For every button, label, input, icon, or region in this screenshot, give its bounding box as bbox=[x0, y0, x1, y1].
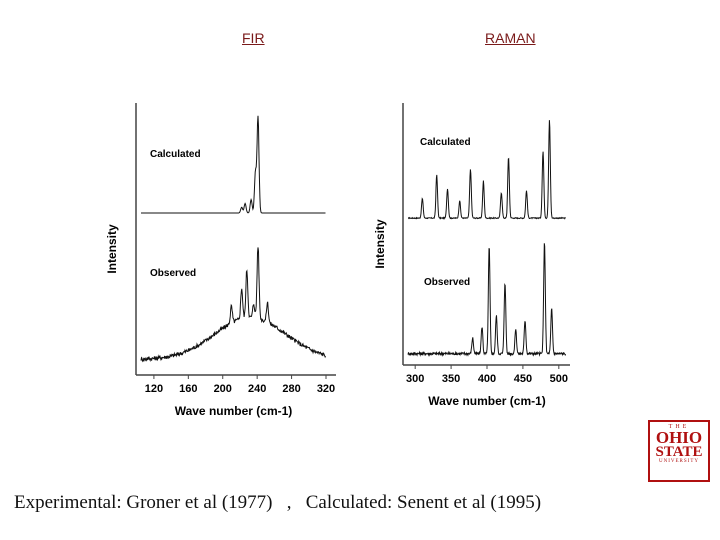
raman-chart: Intensity 300 350 400 450 500 Wave number (cm-… bbox=[370, 95, 570, 430]
series-label-calculated: Calculated bbox=[420, 137, 471, 148]
logo-line-4: UNIVERSITY bbox=[659, 459, 699, 464]
series-line-observed bbox=[140, 247, 326, 363]
fir-header: FIR bbox=[242, 30, 265, 46]
x-tick-label: 160 bbox=[179, 383, 197, 395]
series-label-observed: Observed bbox=[424, 277, 470, 288]
series-label-calculated: Calculated bbox=[150, 149, 201, 160]
x-tick-label: 400 bbox=[478, 373, 496, 385]
x-tick-label: 450 bbox=[514, 373, 532, 385]
logo-line-2: OHIO bbox=[655, 428, 703, 447]
x-tick-label: 240 bbox=[248, 383, 266, 395]
citation-caption: Experimental: Groner et al (1977) , Calc… bbox=[14, 492, 542, 513]
series-label-observed: Observed bbox=[150, 268, 196, 279]
x-tick-label: 320 bbox=[317, 383, 335, 395]
y-axis-label: Intensity bbox=[105, 224, 119, 274]
x-axis-label: Wave number (cm-1) bbox=[428, 394, 546, 408]
series-line-calculated bbox=[407, 120, 566, 220]
series-line-observed bbox=[407, 243, 567, 357]
series-line-calculated bbox=[141, 115, 326, 214]
logo-line-3: STATE bbox=[655, 444, 703, 460]
x-axis-label: Wave number (cm-1) bbox=[175, 404, 293, 418]
x-tick-label: 350 bbox=[442, 373, 460, 385]
x-tick-label: 500 bbox=[550, 373, 568, 385]
x-tick-label: 300 bbox=[406, 373, 424, 385]
x-tick-label: 120 bbox=[145, 383, 163, 395]
x-tick-label: 280 bbox=[282, 383, 300, 395]
x-tick-label: 200 bbox=[214, 383, 232, 395]
fir-chart: Intensity 120 160 200 240 280 320 Wave number (… bbox=[100, 95, 350, 430]
y-axis-label: Intensity bbox=[373, 219, 387, 269]
raman-chart-svg: Intensity 300 350 400 450 500 Wave number (cm-… bbox=[373, 103, 570, 408]
fir-chart-svg: Intensity 120 160 200 240 280 320 Wave number (… bbox=[105, 103, 336, 418]
raman-header: RAMAN bbox=[485, 30, 536, 46]
logo-line-1: THE bbox=[668, 424, 690, 430]
ohio-state-logo: THE OHIO STATE UNIVERSITY bbox=[648, 420, 710, 482]
